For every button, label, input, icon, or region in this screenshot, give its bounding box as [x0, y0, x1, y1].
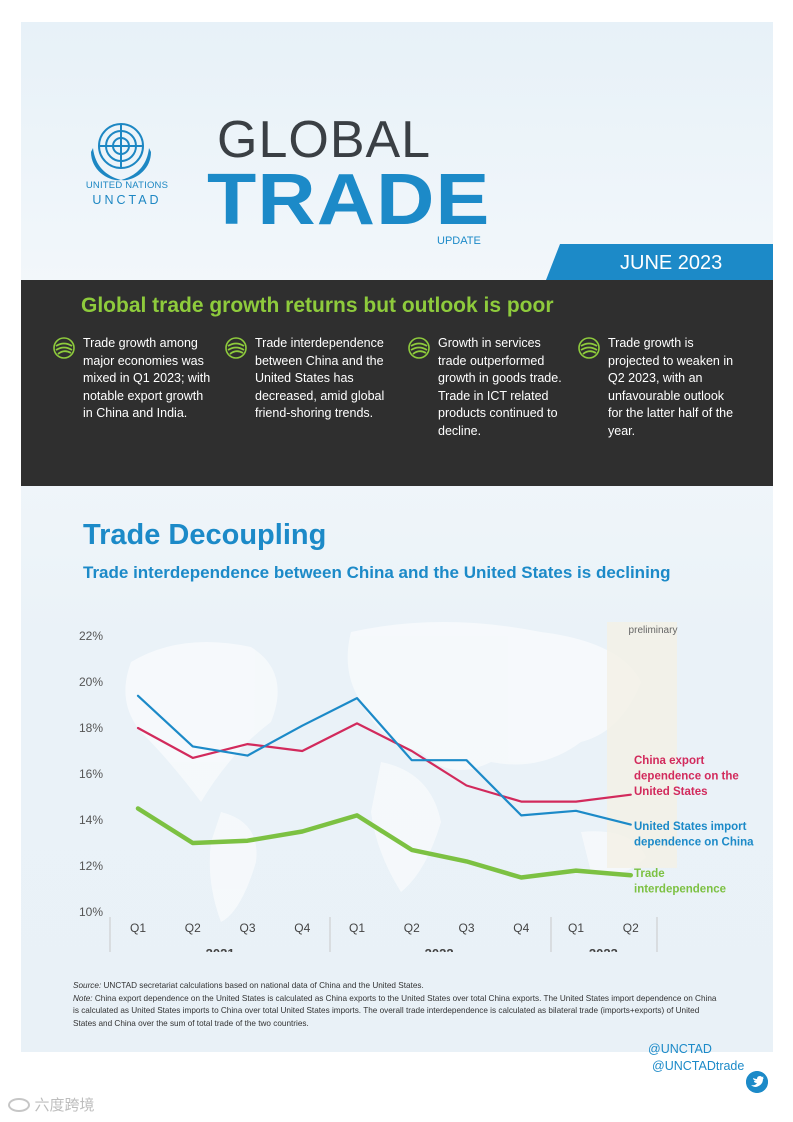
year-group-label: 2021	[206, 946, 235, 952]
section-subtitle: Trade interdependence between China and …	[83, 563, 671, 582]
series-label-line: dependence on the	[634, 771, 739, 783]
watermark-logo-icon	[8, 1097, 30, 1112]
date-banner	[546, 244, 773, 280]
summary-bullet-text: Trade growth is projected to weaken in Q…	[608, 336, 734, 438]
preliminary-shading	[607, 622, 677, 868]
summary-bullet-text: Trade growth among major economies was m…	[83, 336, 211, 421]
x-tick-label: Q2	[404, 921, 420, 935]
series-label-line: dependence on China	[634, 837, 754, 849]
year-group-label: 2023	[589, 946, 618, 952]
twitter-handle-unctad[interactable]: @UNCTAD	[648, 1042, 712, 1056]
chart-notes: Source: UNCTAD secretariat calculations …	[73, 980, 723, 1030]
series-label: China export dependence on the United Stat…	[634, 755, 739, 798]
x-tick-label: Q4	[294, 921, 310, 935]
series-label-line: United States import	[634, 821, 747, 833]
note-text: China export dependence on the United St…	[73, 993, 717, 1028]
y-tick-label: 14%	[79, 813, 103, 827]
y-tick-label: 22%	[79, 629, 103, 643]
x-tick-label: Q2	[185, 921, 201, 935]
summary-bullet-text: Growth in services trade outperformed gr…	[438, 336, 562, 438]
globe-bullet-icon	[578, 337, 600, 359]
globe-bullet-icon	[53, 337, 75, 359]
series-label-line: United States	[634, 786, 708, 798]
org-short-name: UNCTAD	[92, 193, 162, 207]
note-label: Note:	[73, 993, 93, 1003]
x-tick-label: Q1	[568, 921, 584, 935]
series-label-line: China export	[634, 755, 704, 767]
y-tick-label: 10%	[79, 905, 103, 919]
title-trade: TRADE	[207, 160, 491, 240]
globe-bullet-icon	[408, 337, 430, 359]
series-label-line: interdependence	[634, 884, 726, 896]
y-tick-label: 16%	[79, 767, 103, 781]
y-tick-label: 20%	[79, 675, 103, 689]
source-label: Source:	[73, 981, 102, 990]
issue-date: JUNE 2023	[620, 252, 723, 274]
series-line	[135, 806, 633, 880]
twitter-handle-unctadtrade[interactable]: @UNCTADtrade	[652, 1059, 745, 1073]
twitter-icon[interactable]	[746, 1071, 768, 1093]
title-update: UPDATE	[437, 235, 481, 247]
world-map-background	[125, 622, 646, 922]
org-name: UNITED NATIONS	[85, 180, 169, 191]
series-label-line: Trade	[634, 868, 665, 880]
title-global: GLOBAL	[217, 111, 432, 169]
summary-bullet-text: Trade interdependence between China and …	[255, 336, 385, 421]
y-tick-label: 18%	[79, 721, 103, 735]
year-group-label: 2022	[425, 946, 454, 952]
globe-bullet-icon	[225, 337, 247, 359]
x-tick-label: Q3	[458, 921, 474, 935]
x-tick-label: Q1	[130, 921, 146, 935]
preliminary-annotation: preliminary	[629, 625, 678, 636]
x-tick-label: Q4	[513, 921, 529, 935]
series-line	[136, 694, 632, 826]
infographic-page: UNITED NATIONS UNCTAD GLOBAL TRADE UPDAT…	[21, 22, 773, 1052]
summary-title: Global trade growth returns but outlook …	[81, 294, 554, 317]
y-tick-label: 12%	[79, 859, 103, 873]
summary-band	[21, 280, 773, 486]
source-text: UNCTAD secretariat calculations based on…	[103, 981, 424, 990]
x-tick-label: Q2	[623, 921, 639, 935]
un-emblem-icon	[91, 123, 151, 181]
x-tick-label: Q3	[239, 921, 255, 935]
watermark: 六度跨境	[8, 1094, 94, 1115]
watermark-text: 六度跨境	[34, 1097, 95, 1114]
series-label: United States import dependence on China	[634, 821, 754, 849]
series-label: Trade interdependence	[634, 868, 726, 896]
trade-line-chart: preliminary 22% 20% 18% 16% 14% 12% 10% Q1 Q2 Q3…	[79, 622, 754, 952]
section-title: Trade Decoupling	[83, 519, 327, 551]
x-tick-label: Q1	[349, 921, 365, 935]
